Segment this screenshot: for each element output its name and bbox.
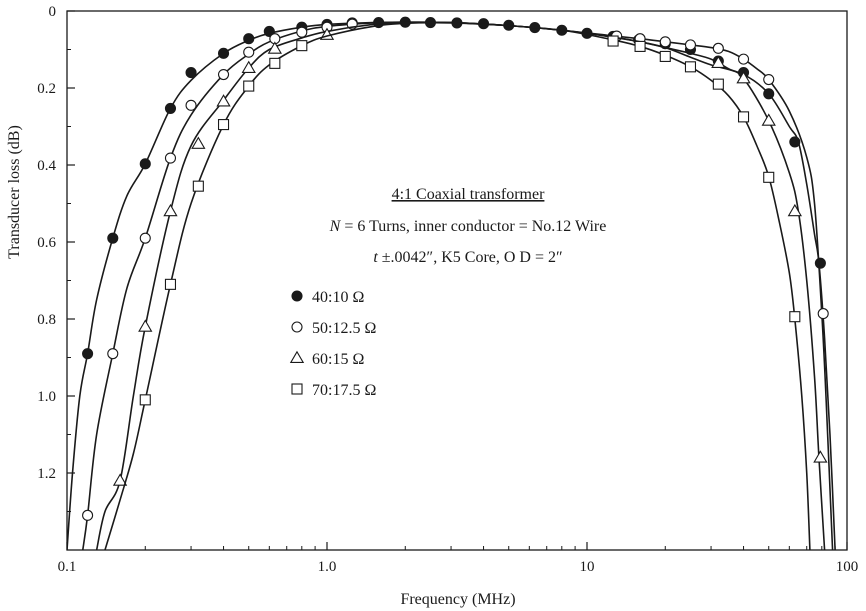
data-point [164, 152, 177, 164]
data-point [107, 348, 119, 360]
data-point [787, 203, 802, 217]
data-point [163, 203, 178, 217]
data-point [659, 36, 671, 48]
data-point [712, 78, 724, 90]
annotation-line-2-text: = 6 Turns, inner conductor = No.12 Wire [340, 218, 606, 235]
x-axis-title: Frequency (MHz) [400, 591, 515, 608]
y-axis-title: Transducer loss (dB) [6, 125, 23, 259]
data-point [217, 68, 230, 81]
data-point [192, 180, 204, 192]
data-point [185, 99, 197, 111]
y-tick-label: 1.2 [37, 466, 56, 482]
data-point [185, 67, 197, 79]
legend-label: 50:12.5 Ω [312, 320, 376, 337]
data-point [763, 88, 775, 100]
data-point [263, 25, 275, 37]
data-point [814, 257, 826, 269]
data-point [139, 394, 151, 406]
series-curve [67, 21, 836, 550]
data-point [737, 53, 750, 65]
data-point [217, 119, 230, 131]
series-open-square [104, 21, 811, 550]
data-point [763, 171, 775, 183]
annotation-line-3-text: ±.0042″, K5 Core, O D = 2″ [378, 249, 563, 266]
y-tick-label: 1.0 [37, 389, 56, 405]
legend-marker [291, 290, 303, 302]
x-tick-label: 100 [836, 559, 859, 575]
data-point [107, 232, 119, 244]
legend-label: 70:17.5 Ω [312, 382, 376, 399]
data-point [82, 348, 94, 360]
series-filled-circle [67, 16, 836, 550]
plot-frame [66, 10, 848, 551]
data-point [659, 50, 671, 62]
data-point [712, 42, 724, 54]
series-layer [67, 16, 836, 550]
data-point [296, 26, 308, 38]
data-point [216, 94, 231, 107]
data-point [737, 111, 750, 123]
data-point [267, 41, 282, 54]
data-point [817, 308, 829, 320]
legend-marker [291, 321, 303, 333]
data-point [789, 311, 801, 323]
data-point [296, 40, 308, 52]
annotation-title: 4:1 Coaxial transformer [392, 186, 546, 203]
data-point [243, 46, 255, 58]
legend-marker [291, 383, 303, 395]
series-open-triangle [95, 21, 828, 550]
data-point [763, 73, 775, 86]
data-point [139, 158, 151, 170]
series-curve [104, 21, 811, 550]
y-tick-label: 0.4 [37, 158, 56, 174]
data-point [789, 136, 801, 148]
ticks-layer: 0.1 1.0 10 100 0 0.2 0.4 0.6 0.8 1.0 1.2 [37, 4, 858, 575]
chart-annotation: 4:1 Coaxial transformer N = 6 Turns, inn… [329, 186, 607, 266]
series-curve [95, 21, 826, 550]
series-open-circle [81, 18, 834, 550]
annotation-line-2-symbol: N [329, 218, 342, 235]
data-point [217, 47, 230, 59]
data-point [241, 60, 256, 73]
data-point [138, 319, 153, 332]
data-point [82, 509, 94, 521]
data-point [634, 40, 646, 52]
series-curve [81, 21, 834, 550]
data-point [761, 113, 776, 126]
data-point [813, 450, 828, 463]
y-tick-label: 0.6 [37, 235, 56, 251]
data-point [684, 39, 697, 51]
legend-label: 60:15 Ω [312, 351, 364, 368]
legend-label: 40:10 Ω [312, 289, 364, 306]
x-tick-label: 0.1 [58, 559, 77, 575]
data-point [243, 33, 255, 45]
data-point [711, 55, 726, 68]
x-tick-label: 10 [580, 559, 595, 575]
x-tick-label: 1.0 [318, 559, 337, 575]
y-tick-label: 0.2 [37, 81, 56, 97]
data-point [243, 80, 255, 92]
data-point [139, 232, 151, 244]
data-point [684, 61, 697, 73]
data-point [112, 473, 128, 486]
y-tick-label: 0.8 [37, 312, 56, 328]
legend: 40:10 Ω 50:12.5 Ω 60:15 Ω 70:17.5 Ω [289, 289, 376, 399]
legend-marker [289, 350, 305, 364]
data-point [164, 102, 177, 114]
data-point [607, 35, 619, 47]
data-point [191, 136, 206, 149]
annotation-line-3-symbol: t [373, 249, 378, 266]
annotation-line-3: t ±.0042″, K5 Core, O D = 2″ [373, 249, 562, 266]
data-point [164, 278, 177, 290]
y-tick-label: 0 [49, 4, 57, 20]
data-point [736, 71, 751, 84]
annotation-line-2: N = 6 Turns, inner conductor = No.12 Wir… [329, 218, 607, 235]
data-point [269, 57, 281, 69]
